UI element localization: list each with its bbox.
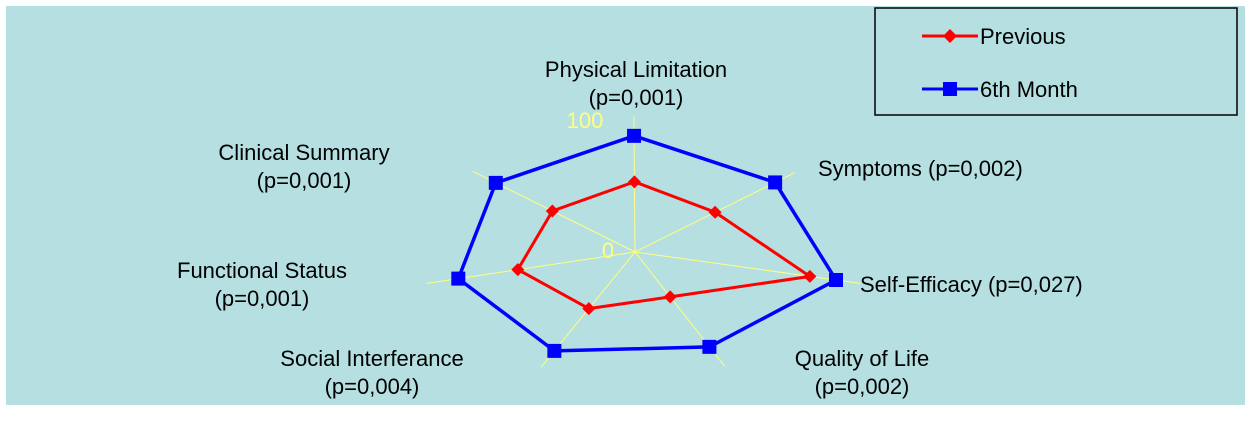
legend: Previous 6th Month	[874, 7, 1238, 116]
point-0-5	[511, 263, 525, 277]
category-label-3-1: (p=0,002)	[815, 374, 910, 399]
category-label-5-1: (p=0,001)	[215, 286, 310, 311]
point-0-3	[663, 290, 677, 304]
legend-label-previous: Previous	[980, 24, 1066, 49]
point-0-0	[627, 175, 641, 189]
spoke-2	[634, 251, 861, 284]
point-1-2	[829, 273, 843, 287]
point-0-6	[545, 204, 559, 218]
legend-marker-previous	[943, 29, 957, 43]
category-label-3-0: Quality of Life	[795, 346, 930, 371]
series-line-1	[456, 133, 839, 353]
category-label-4-0: Social Interferance	[280, 346, 463, 371]
category-label-6-0: Clinical Summary	[218, 140, 389, 165]
category-label-4-1: (p=0,004)	[325, 374, 420, 399]
point-1-1	[768, 175, 783, 190]
category-label-2-0: Self-Efficacy (p=0,027)	[860, 272, 1083, 297]
category-labels: Physical Limitation (p=0,001) Symptoms (p=…	[177, 57, 1083, 399]
legend-box	[874, 7, 1238, 116]
category-label-0-0: Physical Limitation	[545, 57, 727, 82]
category-label-1-0: Symptoms (p=0,002)	[818, 156, 1023, 181]
point-0-1	[708, 205, 722, 219]
point-1-6	[488, 175, 503, 190]
point-1-5	[451, 271, 466, 286]
category-label-0-1: (p=0,001)	[589, 85, 684, 110]
series-line-0	[515, 180, 814, 311]
tick-label-0: 0	[602, 238, 614, 263]
category-label-5-0: Functional Status	[177, 258, 347, 283]
point-0-2	[803, 269, 817, 283]
category-label-6-1: (p=0,001)	[257, 168, 352, 193]
series-layer	[451, 128, 843, 358]
legend-marker-6th-month	[943, 82, 957, 96]
point-1-0	[627, 128, 642, 143]
tick-label-100: 100	[567, 108, 604, 133]
point-1-4	[547, 343, 562, 358]
legend-label-6th-month: 6th Month	[980, 77, 1078, 102]
point-0-4	[582, 302, 596, 316]
point-1-3	[702, 339, 717, 354]
radial-tick-labels: 0 100	[567, 108, 614, 263]
